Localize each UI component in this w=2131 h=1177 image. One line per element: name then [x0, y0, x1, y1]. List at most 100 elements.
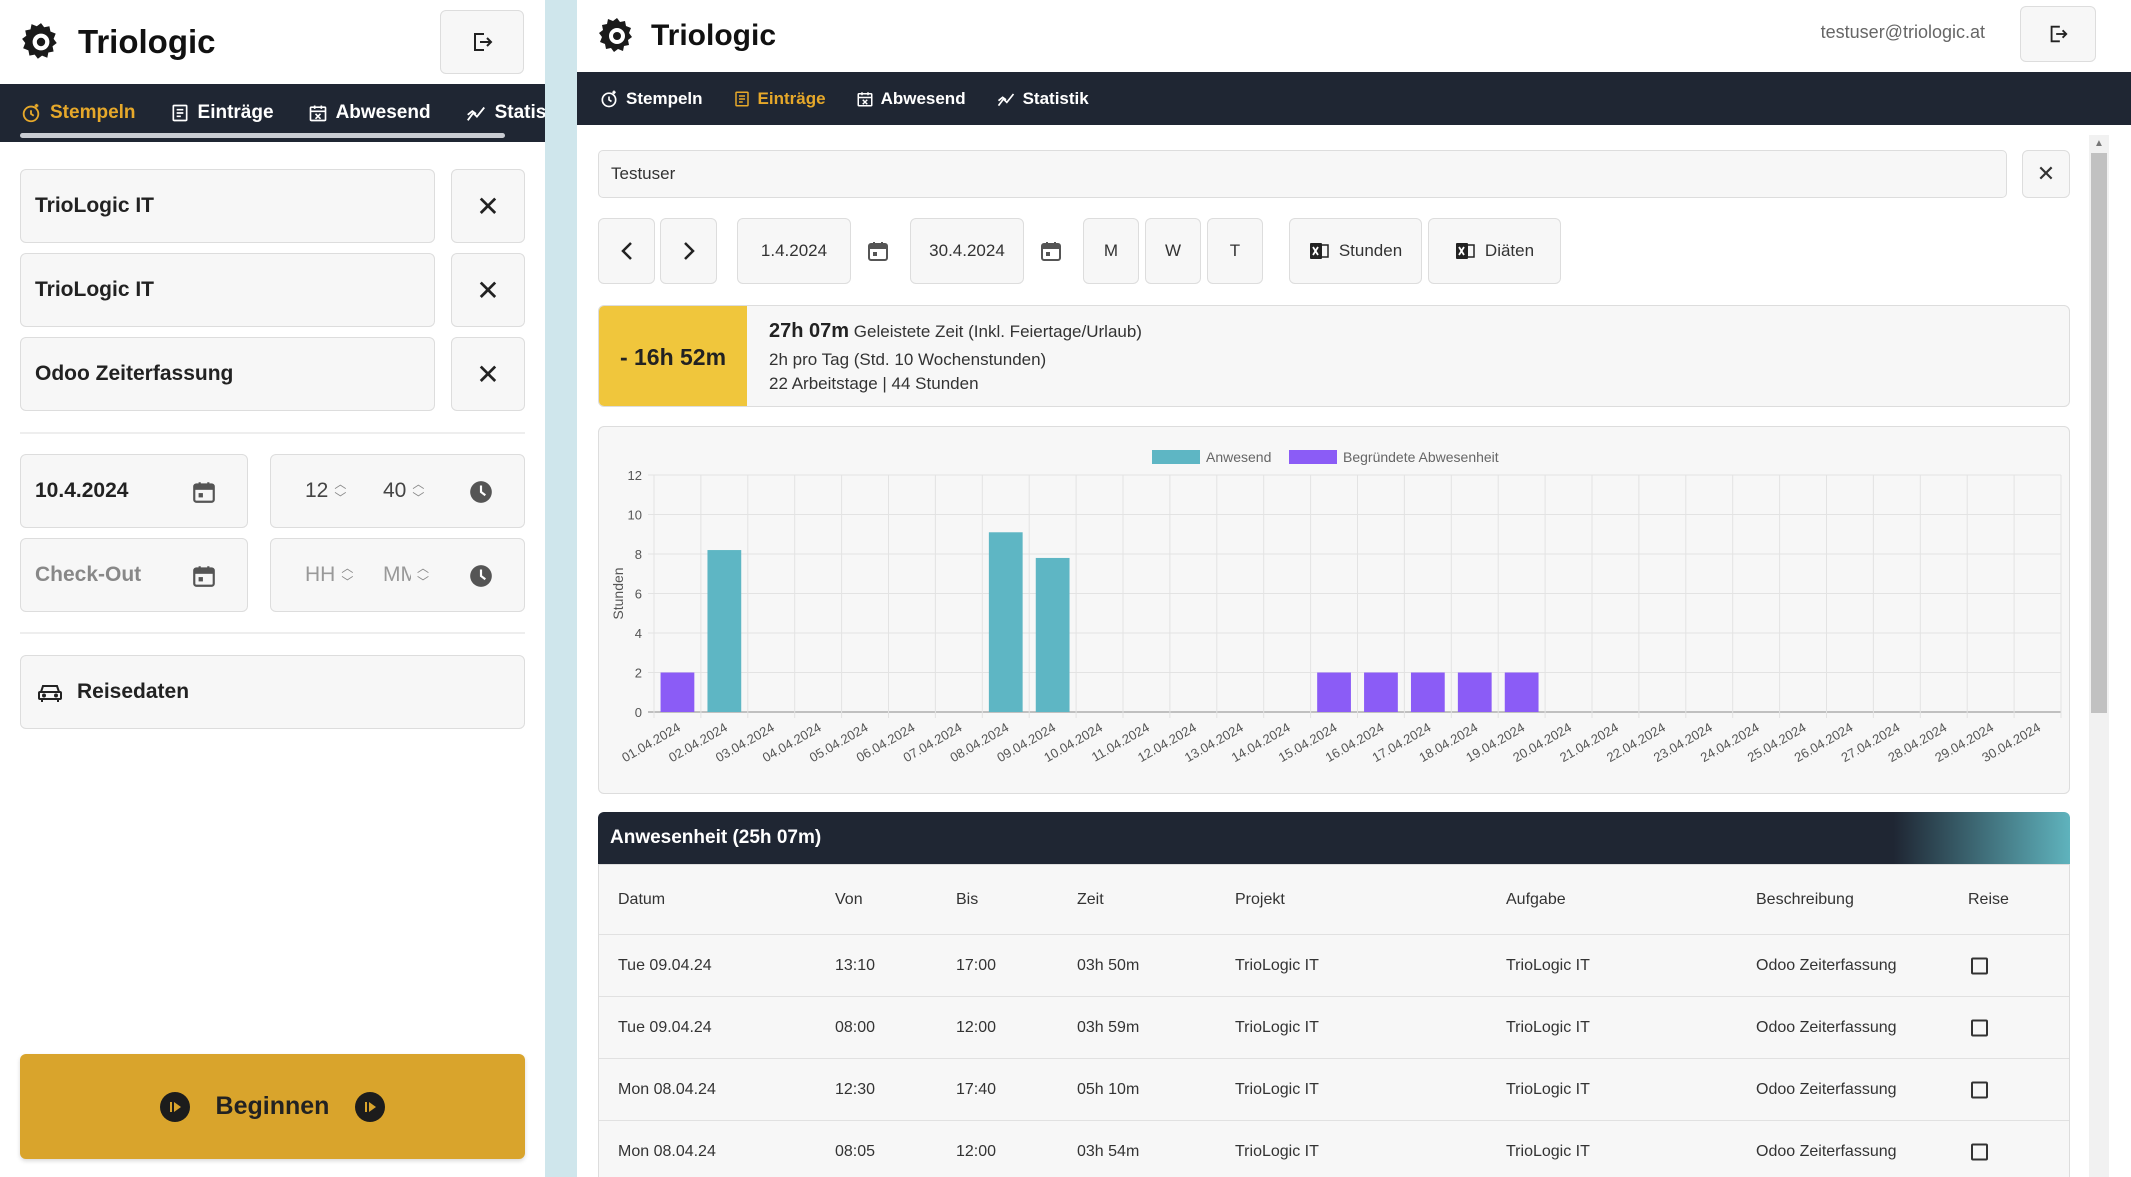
worked-time: 27h 07m Geleistete Zeit (Inkl. Feiertage…: [769, 320, 1142, 343]
calendar-icon[interactable]: [191, 563, 217, 589]
desktop-view: Triologic testuser@triologic.at Stempeln…: [577, 0, 2131, 1177]
y-tick-label: 0: [635, 705, 642, 720]
next-period-button[interactable]: [660, 218, 717, 284]
checkout-date-field[interactable]: Check-Out: [20, 538, 248, 612]
date-to-input[interactable]: 30.4.2024: [910, 218, 1024, 284]
start-label: Beginnen: [215, 1092, 330, 1120]
tab-abwesend[interactable]: Abwesend: [856, 89, 966, 109]
column-header[interactable]: Aufgabe: [1506, 890, 1566, 908]
table-row[interactable]: Mon 08.04.24 12:30 17:40 05h 10m TrioLogic I…: [599, 1059, 2069, 1121]
attendance-table: Datum Von Bis Zeit Projekt Aufgabe Beschreibun…: [598, 864, 2070, 1177]
table-row[interactable]: Tue 09.04.24 13:10 17:00 03h 50m TrioLogic I…: [599, 935, 2069, 997]
hour-placeholder: HH: [305, 563, 336, 586]
chevron-up-icon[interactable]: ︿: [417, 561, 430, 575]
export-diets-button[interactable]: Diäten: [1428, 218, 1561, 284]
calendar-icon[interactable]: [1039, 238, 1063, 264]
clock-icon[interactable]: [468, 479, 494, 505]
task-field[interactable]: TrioLogic IT: [20, 253, 435, 327]
hour-stepper[interactable]: 12 ︿ ﹀: [305, 477, 346, 505]
clear-project-button[interactable]: ✕: [451, 169, 525, 243]
entries-icon: [172, 104, 188, 122]
checkout-time-field[interactable]: HH ︿ ﹀ MM ︿ ﹀: [270, 538, 525, 612]
checkbox-icon: [1971, 1081, 1988, 1098]
tab-label: Einträge: [197, 102, 274, 123]
export-hours-label: Stunden: [1338, 241, 1403, 260]
gear-logo-icon: [22, 23, 57, 59]
tab-stempeln[interactable]: Stempeln: [20, 102, 136, 124]
column-header[interactable]: Reise: [1968, 890, 2009, 908]
tab-stempeln[interactable]: Stempeln: [599, 89, 703, 109]
table-cell: 08:00: [835, 1018, 876, 1036]
minute-stepper[interactable]: MM ︿ ﹀: [383, 561, 429, 589]
clock-icon[interactable]: [468, 563, 494, 589]
tab-eintraege[interactable]: Einträge: [733, 89, 826, 109]
chevron-down-icon[interactable]: ﹀: [334, 491, 347, 505]
travel-data-button[interactable]: Reisedaten: [20, 655, 525, 729]
car-icon: [38, 685, 62, 702]
period-month-button[interactable]: M: [1083, 218, 1139, 284]
logout-button[interactable]: [440, 10, 524, 74]
project-field[interactable]: TrioLogic IT: [20, 169, 435, 243]
user-filter-input[interactable]: Testuser: [598, 150, 2007, 198]
statistics-icon: [466, 106, 485, 121]
chevron-up-icon[interactable]: ︿: [412, 477, 425, 491]
clear-user-filter-button[interactable]: ✕: [2022, 150, 2070, 198]
column-header[interactable]: Von: [835, 890, 863, 908]
scrollbar-thumb[interactable]: [2091, 153, 2107, 713]
tab-statistik[interactable]: Statistik: [996, 89, 1089, 109]
chevron-up-icon[interactable]: ︿: [334, 477, 347, 491]
tab-abwesend[interactable]: Abwesend: [308, 102, 431, 124]
table-cell: 13:10: [835, 956, 876, 974]
attendance-table-title: Anwesenheit (25h 07m): [598, 812, 2070, 864]
date-from-input[interactable]: 1.4.2024: [737, 218, 851, 284]
minute-stepper[interactable]: 40 ︿ ﹀: [383, 477, 424, 505]
period-day-button[interactable]: T: [1207, 218, 1263, 284]
period-week-button[interactable]: W: [1145, 218, 1201, 284]
chevron-up-icon[interactable]: ︿: [341, 561, 354, 575]
table-cell: TrioLogic IT: [1235, 1142, 1319, 1160]
table-cell: Mon 08.04.24: [618, 1142, 716, 1160]
column-header[interactable]: Bis: [956, 890, 979, 908]
clear-description-button[interactable]: ✕: [451, 337, 525, 411]
checkin-date-value: 10.4.2024: [35, 479, 129, 502]
table-row[interactable]: Mon 08.04.24 08:05 12:00 03h 54m TrioLogic I…: [599, 1121, 2069, 1177]
table-row[interactable]: Tue 09.04.24 08:00 12:00 03h 59m TrioLogic I…: [599, 997, 2069, 1059]
calendar-icon[interactable]: [191, 479, 217, 505]
column-header[interactable]: Beschreibung: [1756, 890, 1854, 908]
previous-period-button[interactable]: [598, 218, 655, 284]
bar: [660, 672, 695, 712]
chevron-down-icon[interactable]: ﹀: [341, 575, 354, 589]
export-hours-button[interactable]: Stunden: [1289, 218, 1422, 284]
table-cell: Odoo Zeiterfassung: [1756, 1018, 1897, 1036]
checkin-time-field[interactable]: 12 ︿ ﹀ 40 ︿ ﹀: [270, 454, 525, 528]
column-header[interactable]: Datum: [618, 890, 666, 908]
description-field[interactable]: Odoo Zeiterfassung: [20, 337, 435, 411]
column-header[interactable]: Projekt: [1235, 890, 1285, 908]
tab-statistik[interactable]: Statis: [465, 102, 545, 124]
hours-chart-panel: Anwesend Begründete Abwesenheit 0 2 4 6 8 10 12 S…: [598, 426, 2070, 794]
column-header[interactable]: Zeit: [1077, 890, 1104, 908]
chevron-right-icon: [683, 242, 695, 260]
tab-label: Abwesend: [880, 88, 966, 108]
nav-scrollbar[interactable]: [20, 133, 505, 138]
page-scrollbar[interactable]: ▲: [2089, 135, 2109, 1177]
absent-icon: [857, 91, 873, 106]
logout-button[interactable]: [2020, 6, 2096, 62]
travel-label: Reisedaten: [77, 680, 190, 703]
calendar-icon[interactable]: [866, 238, 890, 264]
table-cell: TrioLogic IT: [1235, 1080, 1319, 1098]
hour-stepper[interactable]: HH ︿ ﹀: [305, 561, 353, 589]
y-tick-label: 8: [635, 547, 642, 562]
clear-task-button[interactable]: ✕: [451, 253, 525, 327]
play-pause-icon: [355, 1091, 386, 1122]
tab-eintraege[interactable]: Einträge: [170, 102, 274, 124]
chevron-down-icon[interactable]: ﹀: [412, 491, 425, 505]
legend-label: Anwesend: [1206, 449, 1271, 465]
chevron-down-icon[interactable]: ﹀: [417, 575, 430, 589]
table-cell: 08:05: [835, 1142, 876, 1160]
checkin-date-field[interactable]: 10.4.2024: [20, 454, 248, 528]
bar: [707, 550, 742, 712]
start-button[interactable]: Beginnen: [20, 1054, 525, 1159]
table-cell: Odoo Zeiterfassung: [1756, 956, 1897, 974]
scroll-up-icon[interactable]: ▲: [2094, 138, 2104, 149]
